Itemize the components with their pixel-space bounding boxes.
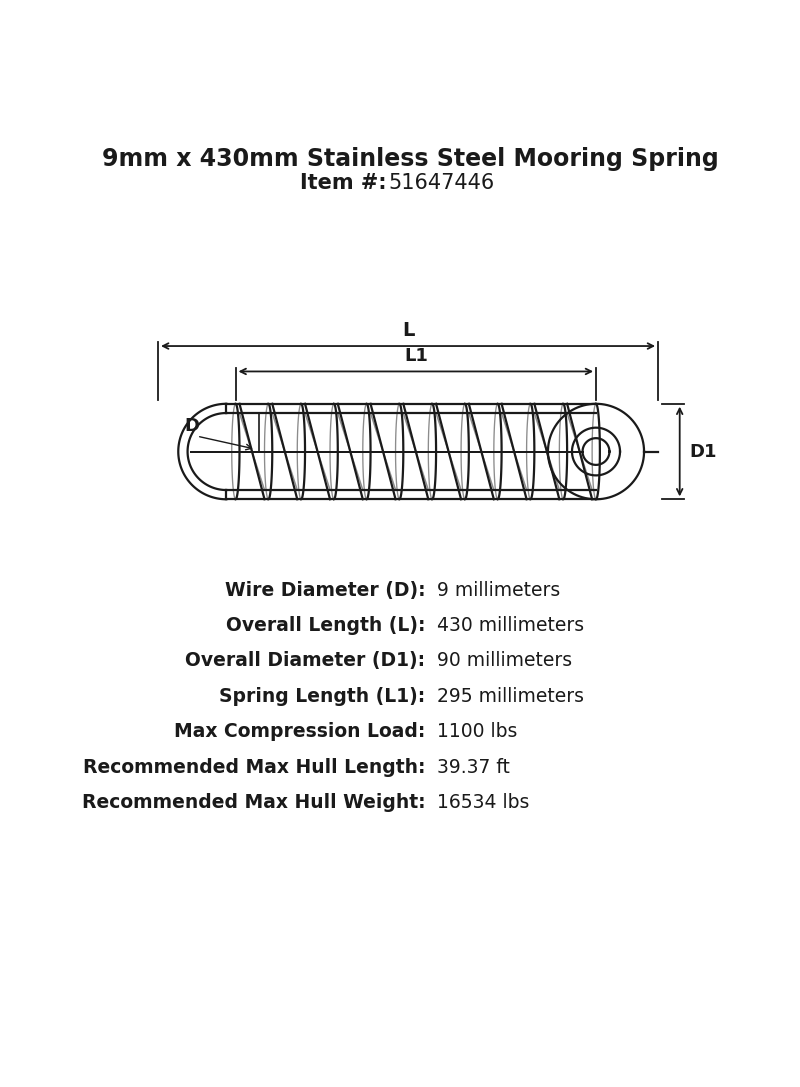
Text: L1: L1 [404,347,428,365]
Text: Recommended Max Hull Length:: Recommended Max Hull Length: [83,758,426,777]
Text: L: L [402,321,414,340]
Text: 1100 lbs: 1100 lbs [437,722,518,741]
Text: Overall Length (L):: Overall Length (L): [226,616,426,635]
Text: 430 millimeters: 430 millimeters [437,616,584,635]
Text: D1: D1 [689,442,717,461]
Text: Recommended Max Hull Weight:: Recommended Max Hull Weight: [82,794,426,812]
Text: 16534 lbs: 16534 lbs [437,794,530,812]
Text: Item #:: Item #: [300,173,386,192]
Text: Spring Length (L1):: Spring Length (L1): [219,687,426,705]
Text: Overall Diameter (D1):: Overall Diameter (D1): [186,651,426,671]
Text: 295 millimeters: 295 millimeters [437,687,584,705]
Text: 90 millimeters: 90 millimeters [437,651,572,671]
Text: 9 millimeters: 9 millimeters [437,580,560,600]
Text: D: D [184,416,199,435]
Text: Max Compression Load:: Max Compression Load: [174,722,426,741]
Text: 51647446: 51647446 [388,173,494,192]
Text: 39.37 ft: 39.37 ft [437,758,510,777]
Text: Wire Diameter (D):: Wire Diameter (D): [225,580,426,600]
Text: 9mm x 430mm Stainless Steel Mooring Spring: 9mm x 430mm Stainless Steel Mooring Spri… [102,148,718,172]
